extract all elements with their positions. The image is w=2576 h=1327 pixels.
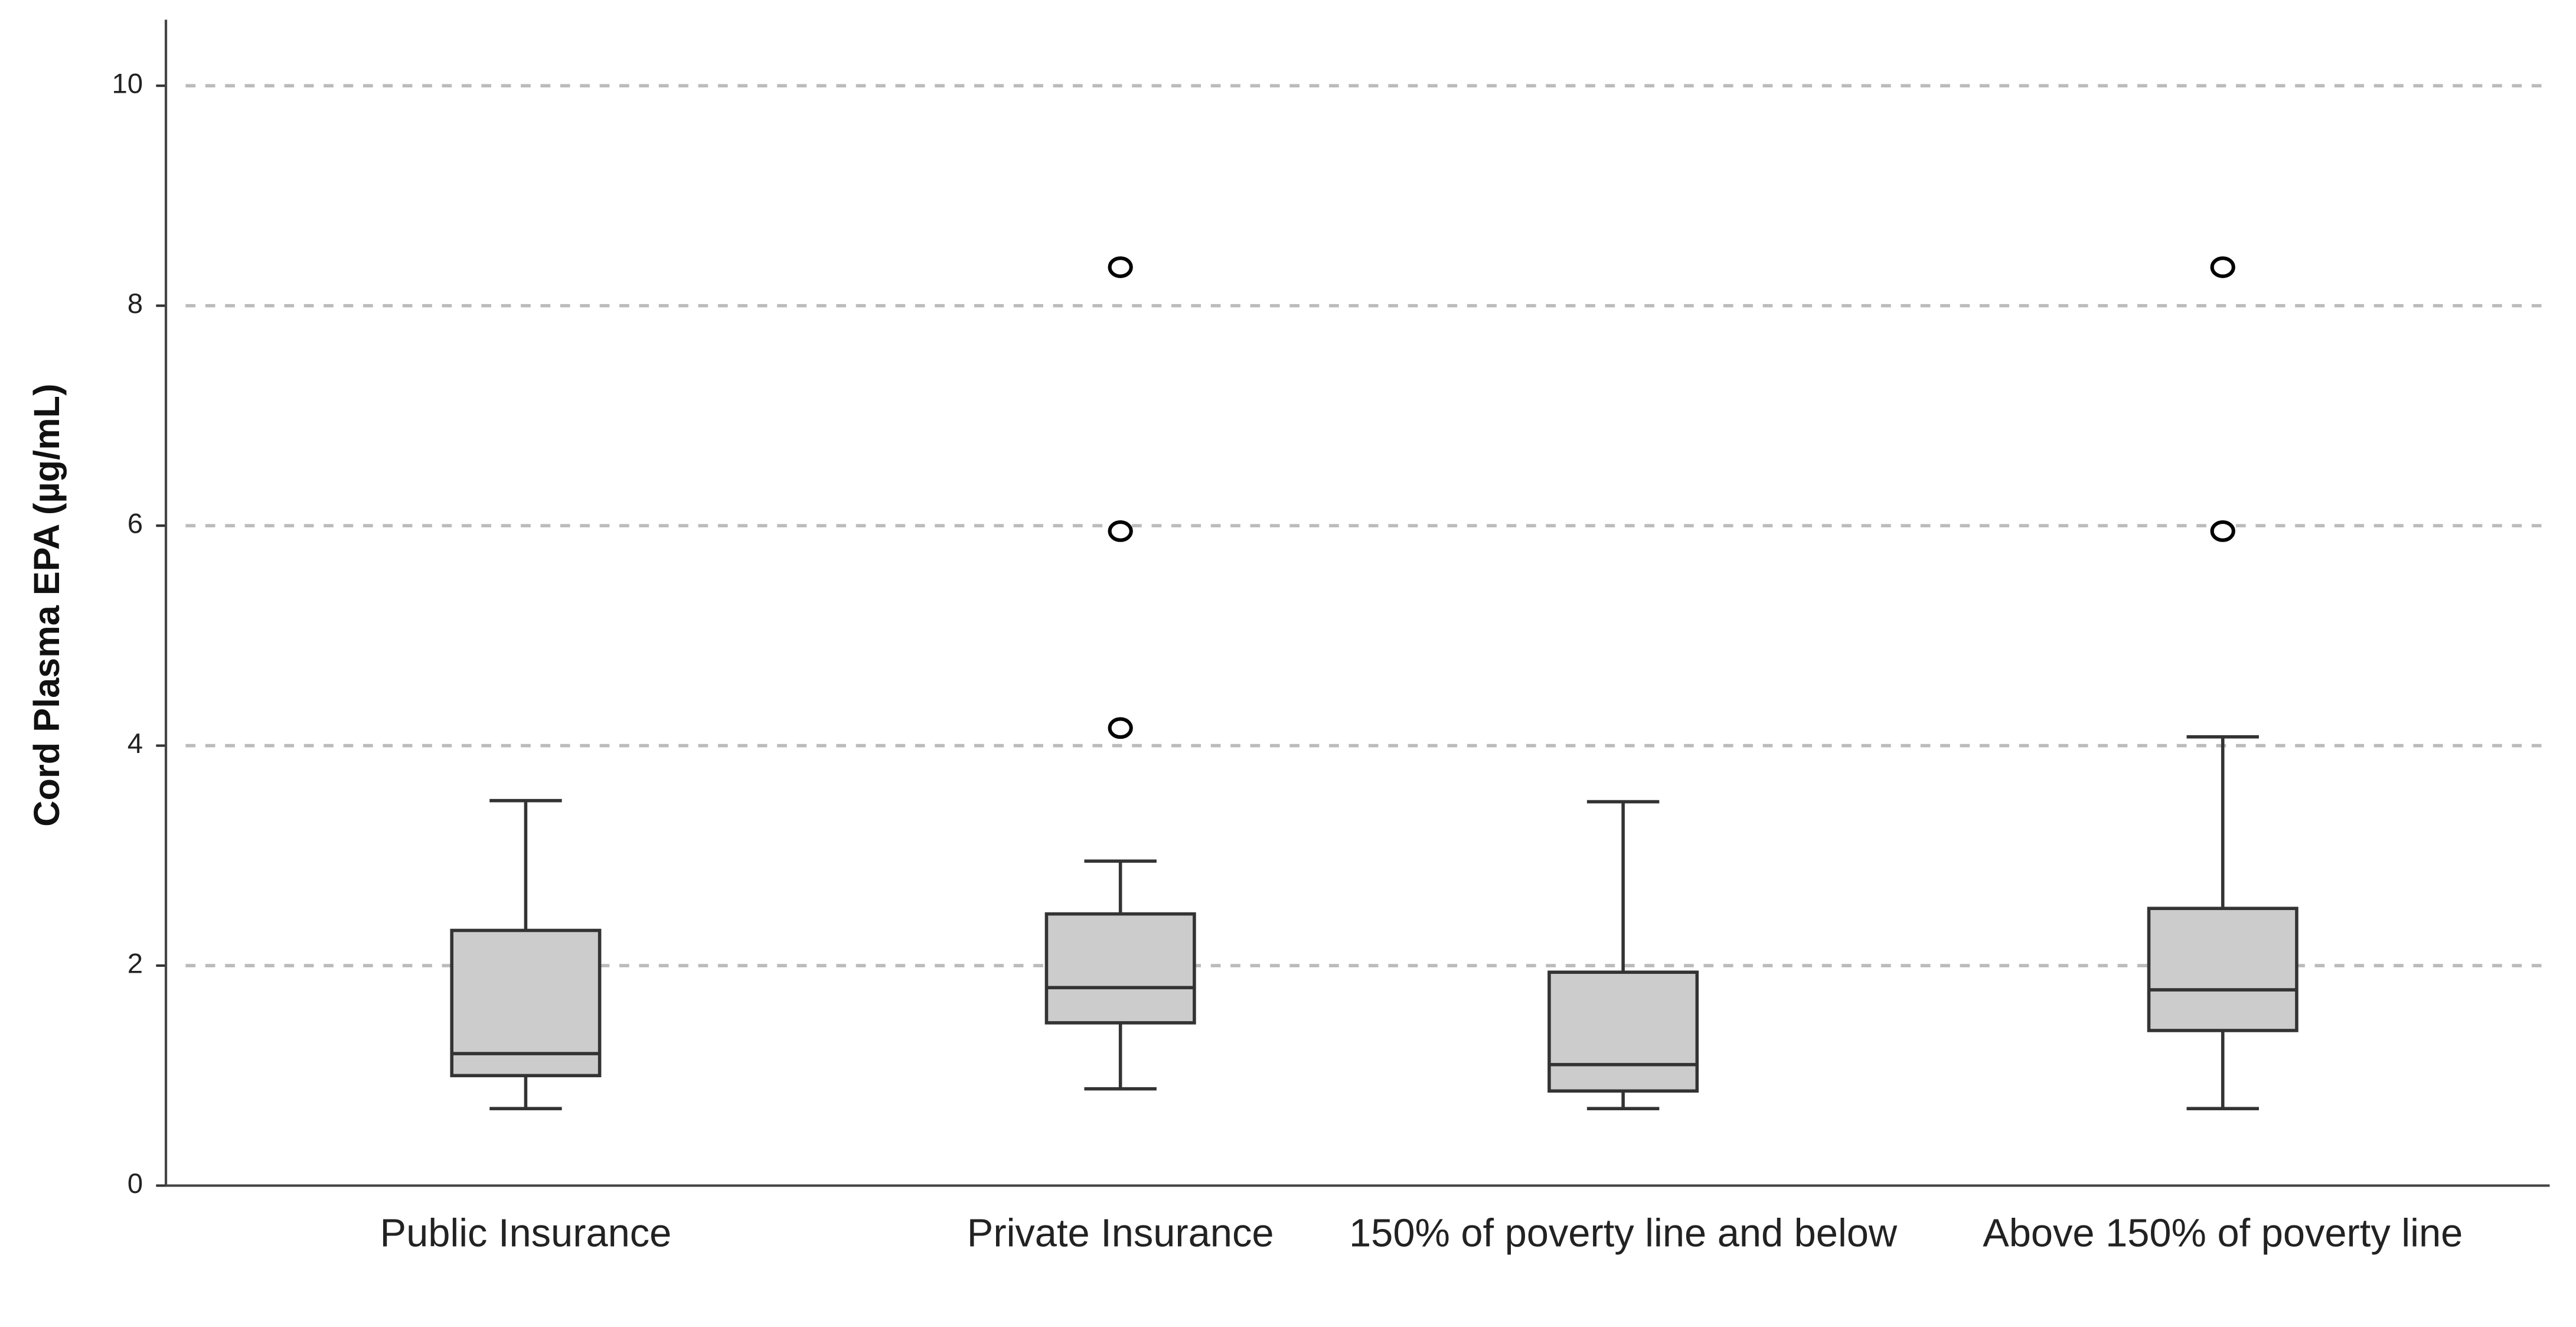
box xyxy=(2147,907,2299,1032)
outlier xyxy=(1108,256,1133,278)
box xyxy=(450,928,602,1078)
y-tick-label: 2 xyxy=(128,948,143,980)
x-tick-label: 150% of poverty line and below xyxy=(1349,1212,1898,1257)
box xyxy=(1547,970,1699,1093)
x-tick-label: Private Insurance xyxy=(967,1212,1274,1257)
y-tick-label: 0 xyxy=(128,1168,143,1199)
outlier xyxy=(1108,717,1133,739)
outlier xyxy=(2210,520,2235,542)
y-tick-label: 10 xyxy=(112,69,143,100)
y-tick-label: 4 xyxy=(128,728,143,759)
y-tick-label: 6 xyxy=(128,508,143,540)
outlier xyxy=(2210,256,2235,278)
y-tick-label: 8 xyxy=(128,288,143,319)
y-axis-label: Cord Plasma EPA (µg/mL) xyxy=(26,383,68,827)
x-tick-label: Public Insurance xyxy=(380,1212,672,1257)
x-tick-label: Above 150% of poverty line xyxy=(1983,1212,2463,1257)
outlier xyxy=(1108,520,1133,542)
box xyxy=(1044,912,1196,1025)
